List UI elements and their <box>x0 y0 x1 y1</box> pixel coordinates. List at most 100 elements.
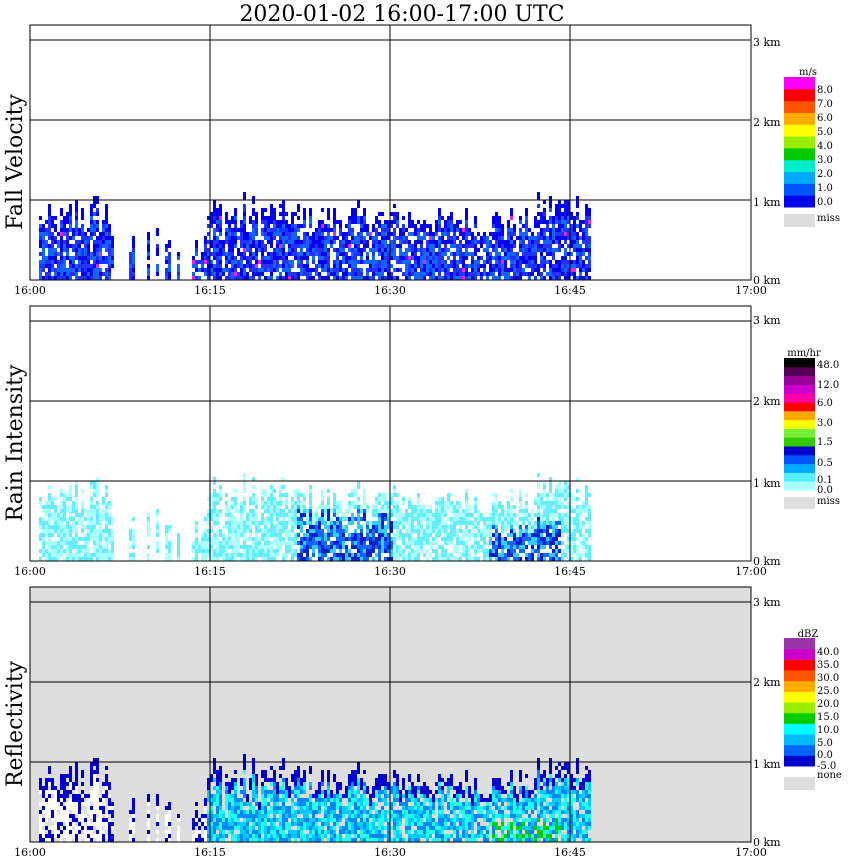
echo-cell <box>261 220 264 224</box>
echo-cell <box>324 252 327 256</box>
echo-cell <box>231 553 234 557</box>
echo-cell <box>588 525 591 529</box>
echo-cell <box>132 806 135 810</box>
echo-cell <box>234 521 237 525</box>
colorbar-swatch <box>784 183 815 196</box>
echo-cell <box>246 834 249 838</box>
echo-cell <box>456 276 459 280</box>
echo-cell <box>84 830 87 834</box>
echo-cell <box>234 770 237 774</box>
echo-cell <box>564 264 567 268</box>
echo-cell <box>417 533 420 537</box>
echo-cell <box>168 553 171 557</box>
echo-cell <box>459 220 462 224</box>
echo-cell <box>423 236 426 240</box>
echo-cell <box>204 272 207 276</box>
echo-cell <box>576 505 579 509</box>
echo-cell <box>213 212 216 216</box>
echo-cell <box>228 529 231 533</box>
echo-cell <box>375 240 378 244</box>
echo-cell <box>588 252 591 256</box>
echo-cell <box>564 489 567 493</box>
echo-cell <box>387 272 390 276</box>
echo-cell <box>81 240 84 244</box>
echo-cell <box>399 244 402 248</box>
echo-cell <box>408 216 411 220</box>
echo-cell <box>48 216 51 220</box>
echo-cell <box>444 240 447 244</box>
echo-cell <box>93 806 96 810</box>
echo-cell <box>264 553 267 557</box>
echo-cell <box>573 537 576 541</box>
echo-cell <box>432 240 435 244</box>
echo-cell <box>234 790 237 794</box>
echo-cell <box>99 268 102 272</box>
echo-cell <box>234 232 237 236</box>
echo-cell <box>219 509 222 513</box>
echo-cell <box>384 276 387 280</box>
echo-cell <box>249 521 252 525</box>
echo-cell <box>432 529 435 533</box>
echo-cell <box>372 236 375 240</box>
echo-cell <box>516 513 519 517</box>
echo-cell <box>294 224 297 228</box>
echo-cell <box>312 517 315 521</box>
echo-cell <box>339 260 342 264</box>
echo-cell <box>486 525 489 529</box>
echo-cell <box>570 521 573 525</box>
echo-cell <box>57 232 60 236</box>
echo-cell <box>516 268 519 272</box>
echo-cell <box>381 513 384 517</box>
echo-cell <box>321 220 324 224</box>
echo-cell <box>351 220 354 224</box>
echo-cell <box>354 244 357 248</box>
echo-cell <box>90 525 93 529</box>
echo-cell <box>546 248 549 252</box>
echo-cell <box>213 505 216 509</box>
echo-cell <box>78 232 81 236</box>
echo-cell <box>66 818 69 822</box>
echo-cell <box>204 814 207 818</box>
echo-cell <box>336 537 339 541</box>
echo-cell <box>321 557 324 561</box>
echo-cell <box>165 818 168 822</box>
echo-cell <box>237 802 240 806</box>
echo-cell <box>99 256 102 260</box>
echo-cell <box>471 533 474 537</box>
echo-cell <box>489 252 492 256</box>
echo-cell <box>54 497 57 501</box>
echo-cell <box>549 220 552 224</box>
echo-cell <box>81 826 84 830</box>
echo-cell <box>447 493 450 497</box>
echo-cell <box>228 276 231 280</box>
echo-cell <box>450 557 453 561</box>
echo-cell <box>60 224 63 228</box>
echo-cell <box>444 533 447 537</box>
echo-cell <box>534 244 537 248</box>
echo-cell <box>39 802 42 806</box>
echo-cell <box>510 240 513 244</box>
echo-cell <box>576 264 579 268</box>
echo-cell <box>66 521 69 525</box>
echo-cell <box>39 557 42 561</box>
echo-cell <box>336 513 339 517</box>
echo-cell <box>396 557 399 561</box>
echo-cell <box>270 529 273 533</box>
echo-cell <box>195 244 198 248</box>
echo-cell <box>294 493 297 497</box>
echo-cell <box>105 276 108 280</box>
echo-cell <box>327 517 330 521</box>
echo-cell <box>225 513 228 517</box>
echo-cell <box>279 493 282 497</box>
echo-cell <box>477 272 480 276</box>
echo-cell <box>300 505 303 509</box>
colorbar-missing-label: miss <box>817 496 840 507</box>
echo-cell <box>207 529 210 533</box>
echo-cell <box>450 529 453 533</box>
echo-cell <box>225 212 228 216</box>
echo-cell <box>216 529 219 533</box>
echo-cell <box>297 228 300 232</box>
echo-cell <box>147 834 150 838</box>
echo-cell <box>93 790 96 794</box>
echo-cell <box>420 244 423 248</box>
